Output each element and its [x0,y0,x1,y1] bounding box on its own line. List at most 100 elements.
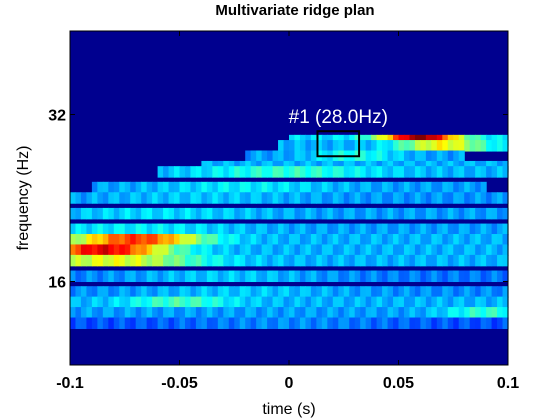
heatmap-cell [502,192,509,204]
heatmap-cell [321,192,328,204]
heatmap-cell [414,307,421,319]
heatmap-cell [420,286,427,298]
heatmap-cell [469,286,476,298]
heatmap-cell [469,270,476,283]
heatmap-cell [239,207,246,220]
heatmap-cell [119,296,126,309]
heatmap-cell [102,192,109,204]
heatmap-cell [431,166,438,178]
heatmap-cell [190,254,197,267]
heatmap-cell [382,254,389,267]
heatmap-cell [299,254,307,267]
heatmap-cell [163,223,170,236]
heatmap-cell [360,234,367,246]
heatmap-cell [212,317,219,329]
heatmap-cell [108,207,115,220]
heatmap-cell [184,317,192,329]
heatmap-cell [458,254,465,267]
heatmap-cell [174,207,181,220]
heatmap-cell [91,244,98,256]
heatmap-cell [283,207,290,220]
heatmap-cell [376,192,383,204]
heatmap-cell [442,181,449,194]
heatmap-cell [256,181,263,194]
heatmap-cell [436,317,443,329]
heatmap-cell [174,223,181,236]
heatmap-cell [234,223,241,236]
heatmap-cell [174,307,181,319]
heatmap-cell [431,286,438,298]
heatmap-cell [453,244,460,256]
heatmap-cell [239,270,246,283]
heatmap-cell [453,317,460,329]
heatmap-cell [371,270,378,283]
heatmap-cell [119,254,126,267]
heatmap-cell [398,270,405,283]
heatmap-cell [442,166,449,178]
heatmap-cell [130,234,137,246]
heatmap-cell [425,166,432,178]
heatmap-cell [256,317,263,329]
heatmap-cell [387,166,394,178]
heatmap-cell [278,270,285,283]
heatmap-cell [283,223,290,236]
heatmap-cell [261,207,268,220]
heatmap-cell [343,166,350,178]
heatmap-cell [289,166,296,178]
heatmap-cell [195,254,202,267]
heatmap-cell [130,254,137,267]
heatmap-cell [502,234,509,246]
heatmap-cell [305,286,312,298]
heatmap-cell [278,150,285,162]
heatmap-cell [234,192,241,204]
heatmap-cell [327,207,334,220]
heatmap-cell [146,207,153,220]
heatmap-cell [420,254,427,267]
heatmap-cell [431,207,438,220]
heatmap-cell [475,166,482,178]
heatmap-cell [310,150,317,162]
heatmap-cell [267,234,274,246]
heatmap-cell [294,286,301,298]
heatmap-cell [458,223,465,236]
heatmap-cell [223,166,230,178]
heatmap-cell [382,244,389,256]
heatmap-cell [119,192,126,204]
heatmap-cell [272,223,279,236]
heatmap-cell [458,307,465,319]
heatmap-cell [141,207,148,220]
heatmap-cell [310,254,317,267]
heatmap-cell [97,181,104,194]
y-axis-label: frequency (Hz) [15,146,32,251]
heatmap-cell [294,192,301,204]
heatmap-cell [80,286,88,298]
heatmap-cell [365,181,372,194]
heatmap-cell [184,181,192,194]
heatmap-cell [458,244,465,256]
heatmap-cell [425,192,432,204]
heatmap-cell [75,296,82,309]
heatmap-cell [431,234,438,246]
heatmap-cell [442,244,449,256]
heatmap-cell [354,296,361,309]
heatmap-cell [250,244,257,256]
heatmap-cell [91,181,98,194]
heatmap-cell [206,307,213,319]
heatmap-cell [152,307,159,319]
heatmap-cell [289,286,296,298]
heatmap-cell [168,296,175,309]
heatmap-cell [174,234,181,246]
heatmap-cell [174,286,181,298]
heatmap-cell [190,296,197,309]
heatmap-cell [278,223,285,236]
heatmap-cell [239,317,246,329]
heatmap-cell [393,317,400,329]
heatmap-cell [217,307,224,319]
heatmap-cell [168,207,175,220]
heatmap-cell [447,150,454,162]
heatmap-cell [283,150,290,162]
heatmap-cell [80,234,88,246]
heatmap-cell [141,234,148,246]
heatmap-cell [206,296,213,309]
